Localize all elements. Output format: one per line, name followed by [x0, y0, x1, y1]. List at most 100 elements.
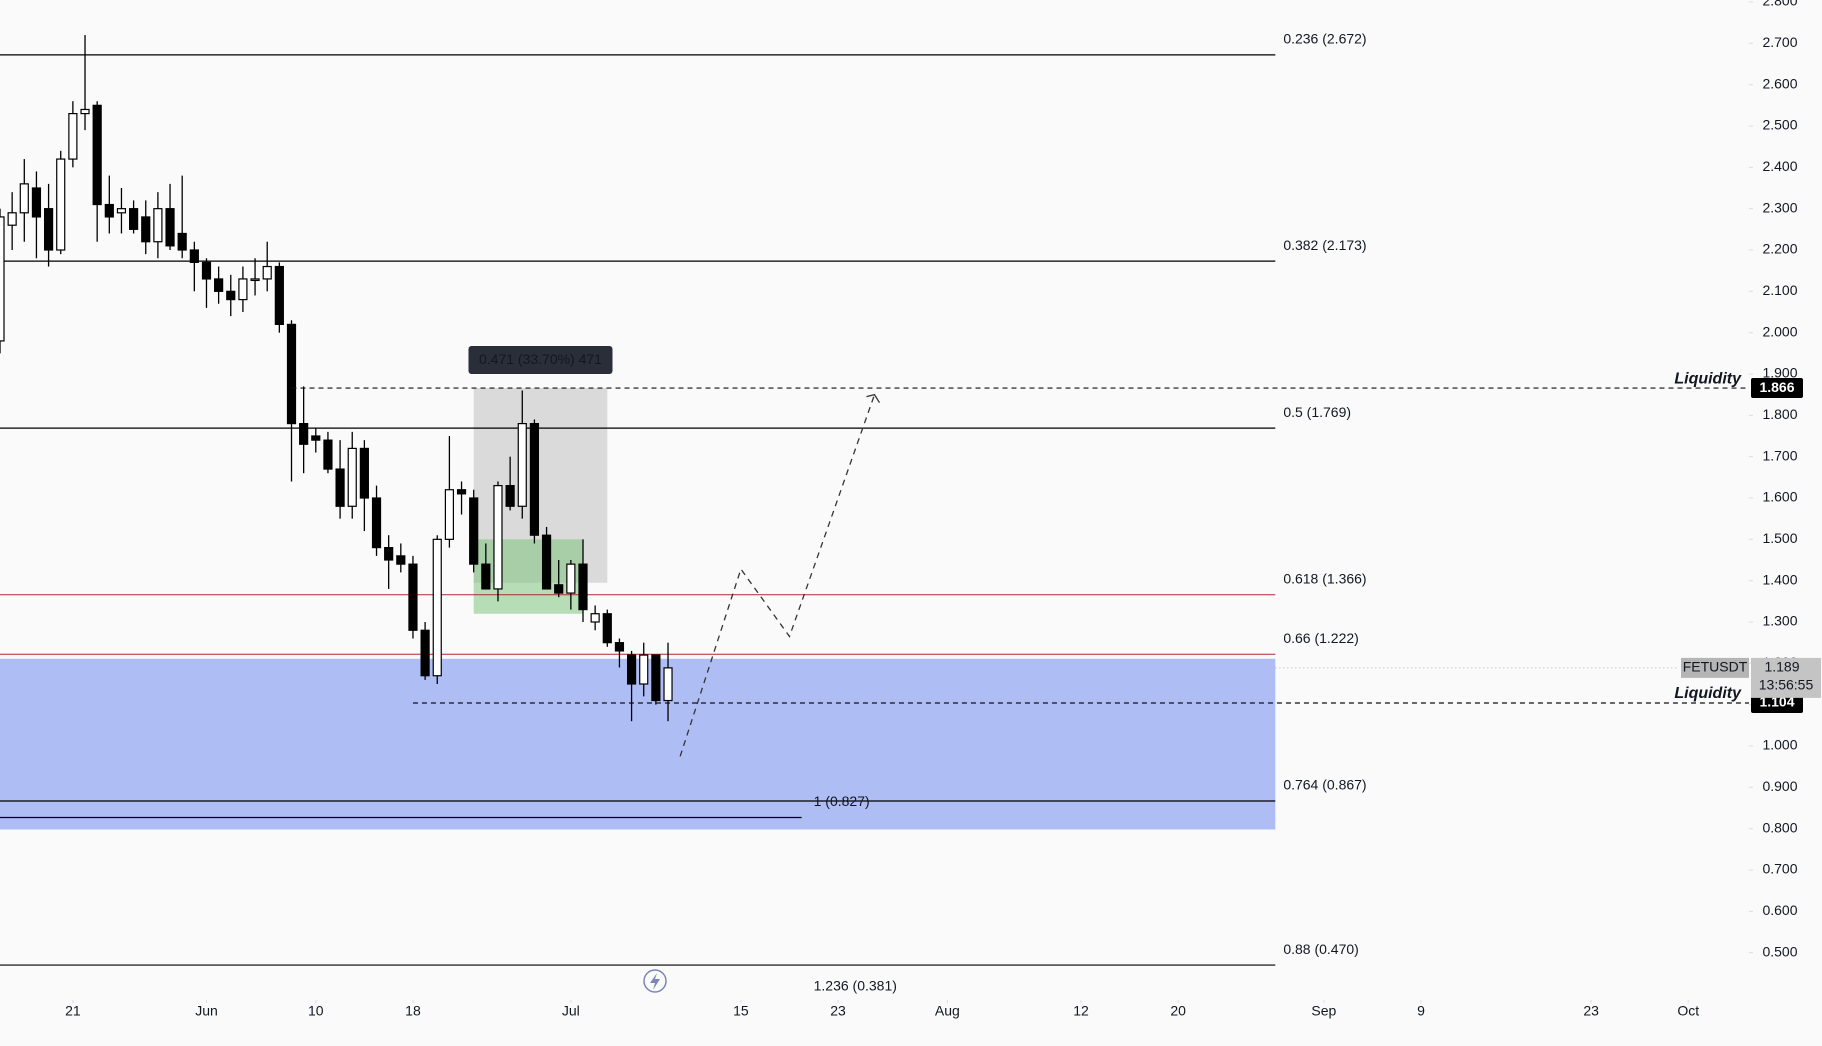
candle-body — [226, 290, 236, 301]
candle-body — [396, 555, 406, 565]
candle-body — [554, 584, 564, 594]
liquidity-label: Liquidity — [1674, 685, 1742, 702]
y-tick-label: 0.800 — [1762, 819, 1797, 835]
x-tick-label: Sep — [1311, 1003, 1336, 1019]
candle-body — [590, 613, 600, 623]
y-tick-label: 1.800 — [1762, 406, 1797, 422]
y-tick-label: 2.300 — [1762, 199, 1797, 215]
fib-label: 0.66 (1.222) — [1283, 630, 1359, 646]
candle-body — [481, 563, 491, 590]
candle-body — [92, 104, 102, 206]
candle-body — [311, 435, 321, 441]
countdown: 13:56:55 — [1759, 677, 1814, 693]
candle-body — [43, 208, 54, 251]
candle-body — [262, 265, 272, 280]
x-tick-label: 23 — [830, 1003, 846, 1019]
candle-body — [238, 278, 248, 301]
y-tick-label: 2.500 — [1762, 117, 1797, 133]
liquidity-label: Liquidity — [1674, 370, 1742, 387]
price-tag: 1.866 — [1759, 379, 1794, 395]
candle-body — [153, 208, 163, 243]
x-tick-label: Aug — [935, 1003, 960, 1019]
candle-body — [129, 208, 139, 230]
candle-body — [456, 489, 467, 495]
x-tick-label: 23 — [1583, 1003, 1599, 1019]
candle-body — [614, 642, 625, 652]
candle-body — [177, 232, 187, 251]
fib-label: 1 (0.827) — [814, 793, 870, 809]
candle-body — [371, 497, 382, 549]
x-tick-label: 18 — [405, 1003, 421, 1019]
measure-label-bg — [468, 346, 613, 375]
demand-zone — [0, 658, 1276, 830]
candle-body — [578, 563, 588, 611]
price-tag-bg — [1751, 378, 1803, 399]
candle-body — [541, 534, 552, 590]
candle-body — [104, 203, 114, 218]
candle-body — [0, 216, 5, 342]
x-tick-label: 21 — [65, 1003, 81, 1019]
fib-label: 0.382 (2.173) — [1283, 237, 1366, 253]
projection-arrow — [866, 393, 881, 404]
candle-body — [384, 546, 394, 561]
candle-body — [469, 497, 479, 565]
entry-box — [473, 539, 583, 614]
candle-body — [299, 423, 309, 445]
candle-body — [19, 183, 29, 214]
y-tick-label: 1.000 — [1762, 737, 1797, 753]
candle-body — [201, 261, 212, 280]
fib-label: 0.5 (1.769) — [1283, 404, 1351, 420]
candle-body — [7, 212, 17, 226]
fib-label: 0.236 (2.672) — [1283, 31, 1366, 47]
y-tick-label: 2.400 — [1762, 158, 1797, 174]
y-tick-label: 2.200 — [1762, 241, 1797, 257]
candle-body — [141, 216, 151, 243]
y-tick-label: 1.700 — [1762, 447, 1797, 463]
projection-path — [679, 394, 876, 757]
candle-body — [56, 158, 66, 251]
candle-body — [408, 563, 418, 631]
candle-body — [602, 613, 612, 644]
fib-label: 0.88 (0.470) — [1283, 941, 1359, 957]
x-tick-label: 20 — [1170, 1003, 1186, 1019]
candle-body — [517, 423, 527, 507]
candle-body — [68, 112, 78, 160]
x-tick-label: 12 — [1073, 1003, 1089, 1019]
candle-body — [359, 447, 369, 499]
y-tick-label: 2.600 — [1762, 75, 1797, 91]
x-tick-label: Jul — [562, 1003, 580, 1019]
y-tick-label: 1.600 — [1762, 489, 1797, 505]
last-price-tag: 1.189 — [1764, 659, 1799, 675]
candle-body — [444, 489, 454, 540]
candle-body — [639, 654, 649, 685]
x-tick-label: Oct — [1677, 1003, 1699, 1019]
y-tick-label: 2.100 — [1762, 282, 1797, 298]
candle-body — [31, 187, 42, 218]
fib-label: 1.236 (0.381) — [814, 978, 897, 994]
candle-body — [347, 447, 357, 507]
x-tick-label: 15 — [733, 1003, 749, 1019]
candle-body — [432, 538, 442, 677]
x-tick-label: 10 — [308, 1003, 324, 1019]
candle-body — [651, 654, 661, 702]
y-tick-label: 0.600 — [1762, 902, 1797, 918]
y-tick-label: 1.300 — [1762, 613, 1797, 629]
replay-icon[interactable] — [643, 969, 667, 993]
y-tick-label: 1.900 — [1762, 365, 1797, 381]
y-tick-label: 0.500 — [1762, 943, 1797, 959]
y-tick-label: 1.400 — [1762, 571, 1797, 587]
candle-body — [214, 278, 224, 292]
candle-body — [286, 323, 297, 425]
candle-body — [505, 485, 515, 507]
candle-body — [529, 423, 540, 536]
y-tick-label: 2.800 — [1762, 0, 1797, 9]
symbol-tag: FETUSDT — [1683, 659, 1748, 675]
candle-body — [165, 208, 175, 247]
y-tick-label: 0.900 — [1762, 778, 1797, 794]
fib-label: 0.618 (1.366) — [1283, 570, 1366, 586]
candle-body — [335, 468, 345, 507]
candle-body — [663, 667, 673, 702]
symbol-tag-bg — [1681, 657, 1749, 678]
last-price-tag-bg — [1751, 657, 1821, 698]
